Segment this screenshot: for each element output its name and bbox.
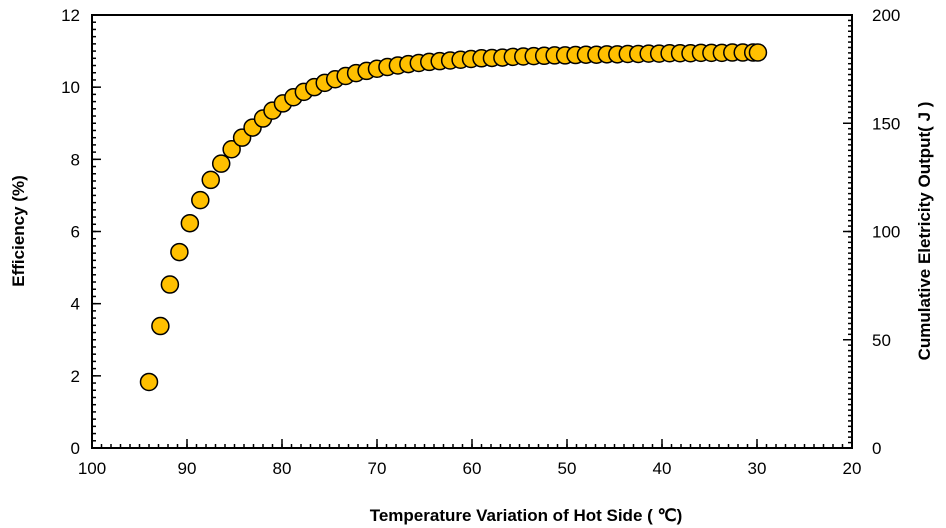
y2-tick-labels: 0 50 100 150 200 xyxy=(872,6,900,458)
minor-ticks xyxy=(91,14,853,449)
y2-axis-title: Cumulative Eletricity Output( J ) xyxy=(915,102,934,361)
data-point xyxy=(170,242,189,262)
y2-tick-label: 200 xyxy=(872,6,900,25)
plot-area-frame xyxy=(91,14,853,449)
y-tick-label: 4 xyxy=(71,295,80,314)
data-point xyxy=(180,213,200,233)
data-point xyxy=(151,316,170,336)
data-point xyxy=(222,139,241,159)
y-tick-label: 6 xyxy=(71,223,80,242)
x-tick-label: 80 xyxy=(273,459,292,478)
x-tick-label: 30 xyxy=(748,459,767,478)
data-points xyxy=(139,43,768,392)
y-tick-label: 12 xyxy=(61,6,80,25)
data-point xyxy=(201,170,220,190)
y-tick-labels: 0 2 4 6 8 10 12 xyxy=(61,6,80,458)
x-tick-labels: 100 90 80 70 60 50 40 30 20 xyxy=(78,459,862,478)
y2-tick-label: 50 xyxy=(872,331,891,350)
y-tick-label: 8 xyxy=(71,150,80,169)
y-tick-label: 2 xyxy=(71,367,80,386)
y2-tick-label: 0 xyxy=(872,439,881,458)
y2-tick-label: 150 xyxy=(872,114,900,133)
data-point xyxy=(211,154,231,173)
data-point xyxy=(191,190,210,210)
x-axis-title: Temperature Variation of Hot Side ( ℃) xyxy=(370,506,683,525)
y-axis-title: Efficiency (%) xyxy=(9,175,28,286)
x-tick-label: 100 xyxy=(78,459,106,478)
data-point xyxy=(160,275,180,294)
major-ticks xyxy=(91,14,853,449)
x-tick-label: 50 xyxy=(558,459,577,478)
x-tick-label: 70 xyxy=(368,459,387,478)
x-tick-label: 20 xyxy=(843,459,862,478)
x-tick-label: 60 xyxy=(463,459,482,478)
y-tick-label: 0 xyxy=(71,439,80,458)
y-tick-label: 10 xyxy=(61,78,80,97)
x-tick-label: 90 xyxy=(178,459,197,478)
data-point xyxy=(748,43,768,62)
data-point xyxy=(139,372,159,392)
y2-tick-label: 100 xyxy=(872,223,900,242)
x-tick-label: 40 xyxy=(653,459,672,478)
